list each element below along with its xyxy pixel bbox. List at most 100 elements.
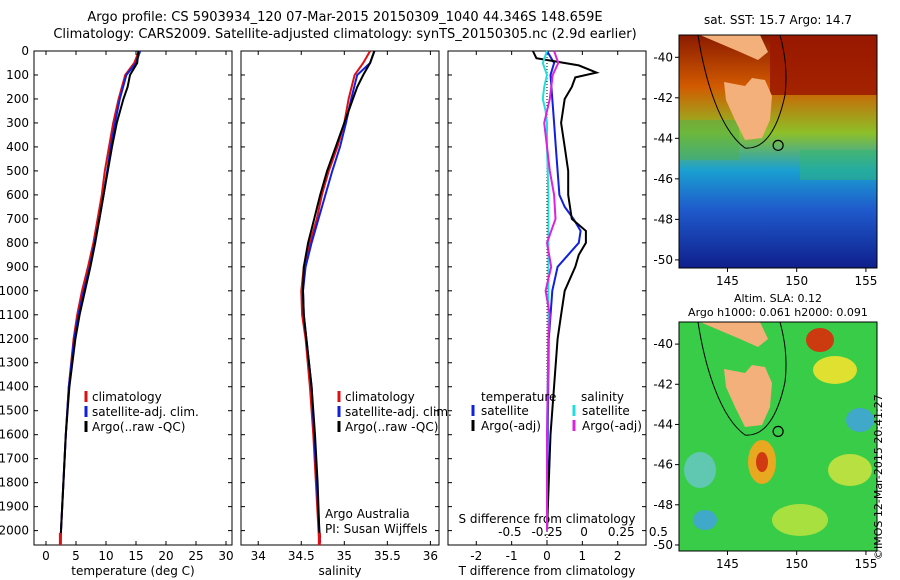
y-tick-label: 0 — [21, 44, 29, 58]
x-tick-label: 2 — [614, 549, 622, 563]
y-tick-label: 600 — [6, 188, 29, 202]
legend-header-salinity: salinity — [581, 390, 624, 404]
diff-line-t-0 — [546, 50, 582, 531]
climatology-subtitle: Climatology: CARS2009. Satellite-adjuste… — [53, 27, 637, 42]
float-position-marker — [772, 425, 784, 437]
lon-tick-label: 145 — [716, 557, 739, 571]
x-tick-label: 5 — [72, 549, 80, 563]
y-tick-label: 400 — [6, 140, 29, 154]
x-tick-label: 1 — [579, 549, 587, 563]
x-tick-label: 20 — [158, 549, 173, 563]
y-tick-label: 1400 — [0, 380, 29, 394]
x-tick-label: 35 — [337, 549, 352, 563]
lat-tick-label: -40 — [653, 337, 673, 351]
x-tick-label: 34 — [251, 549, 266, 563]
s-diff-tick-label: 0.5 — [649, 525, 668, 539]
legend-label: climatology — [345, 390, 415, 404]
mainland-shape — [700, 35, 768, 60]
sst-map: sat. SST: 15.7 Argo: 14.7 -40 -42 -44 -46 -4… — [653, 13, 878, 288]
x-tick-label: 30 — [218, 549, 233, 563]
lat-tick-label: -50 — [653, 253, 673, 267]
sla-map-subtitle: Argo h1000: 0.061 h2000: 0.091 — [688, 306, 868, 319]
series-line-argo---raw--qc- — [301, 50, 376, 538]
y-tick-label: 1200 — [0, 332, 29, 346]
x-tick-label: -2 — [470, 549, 482, 563]
x-tick-label: 0 — [42, 549, 50, 563]
legend-label: Argo(..raw -QC) — [345, 420, 438, 434]
x-tick-label: 15 — [128, 549, 143, 563]
legend-label: satellite — [481, 404, 529, 418]
lat-tick-label: -42 — [653, 377, 673, 391]
credit-institution: Argo Australia — [325, 507, 410, 521]
lat-tick-label: -40 — [653, 50, 673, 64]
difference-legend: temperature salinitysatelliteArgo(-adj)sa… — [471, 390, 642, 433]
y-tick-label: 1700 — [0, 452, 29, 466]
legend-label: Argo(..raw -QC) — [92, 420, 185, 434]
imos-timestamp: ©IMOS 12-Mar-2015 20:41:27 — [872, 394, 885, 560]
lat-tick-label: -46 — [653, 172, 673, 186]
x-tick-label: 10 — [98, 549, 113, 563]
x-tick-label: -1 — [506, 549, 518, 563]
y-tick-label: 1500 — [0, 404, 29, 418]
profile-title: Argo profile: CS 5903934_120 07-Mar-2015… — [87, 10, 603, 25]
legend-label: satellite — [582, 404, 630, 418]
y-tick-label: 1000 — [0, 284, 29, 298]
sla-map-title: Altim. SLA: 0.12 — [734, 292, 822, 305]
lat-tick-label: -44 — [653, 417, 673, 431]
x-tick-label: 25 — [188, 549, 203, 563]
x-tick-label: 34.5 — [288, 549, 315, 563]
s-diff-tick-label: -0.5 — [498, 525, 521, 539]
legend-label: satellite-adj. clim. — [345, 405, 452, 419]
y-tick-label: 200 — [6, 92, 29, 106]
x-tick-label: 0 — [543, 549, 551, 563]
s-diff-tick-label: 0.25 — [608, 525, 635, 539]
diff-line-s-3 — [543, 50, 560, 531]
plot-frame — [33, 50, 233, 546]
diff-line-t-1 — [532, 50, 600, 531]
lat-tick-label: -42 — [653, 91, 673, 105]
x-axis-label: T difference from climatology — [458, 564, 636, 578]
credit-pi: PI: Susan Wijffels — [325, 522, 427, 536]
lat-tick-label: -50 — [653, 538, 673, 552]
profile-panel-2: 34 34.5 35 35.5 36 salinity — [240, 50, 440, 578]
lon-tick-label: 155 — [854, 557, 877, 571]
s-diff-tick-label: 0 — [580, 525, 588, 539]
lat-tick-label: -48 — [653, 498, 673, 512]
legend-label: satellite-adj. clim. — [92, 405, 199, 419]
plot-frame — [240, 50, 440, 546]
x-axis-label: salinity — [318, 564, 361, 578]
y-tick-label: 1300 — [0, 356, 29, 370]
x-tick-label: 36 — [423, 549, 438, 563]
lon-tick-label: 145 — [716, 274, 739, 288]
y-tick-label: 1100 — [0, 308, 29, 322]
y-tick-label: 2000 — [0, 524, 29, 538]
sla-map: Altim. SLA: 0.12 Argo h1000: 0.061 h2000… — [653, 292, 878, 571]
profile-panel-1: 0100200300400500600700800900100011001200… — [0, 44, 234, 578]
y-tick-label: 300 — [6, 116, 29, 130]
series-line-argo---raw--qc- — [59, 50, 140, 541]
tasmania-shape — [724, 78, 772, 140]
y-tick-label: 100 — [6, 68, 29, 82]
sst-map-title: sat. SST: 15.7 Argo: 14.7 — [704, 13, 852, 27]
lon-tick-label: 155 — [854, 274, 877, 288]
profile-panel-3: -2 -1 0 1 2T difference from climatology -0.5… — [447, 50, 668, 578]
lat-tick-label: -46 — [653, 458, 673, 472]
y-tick-label: 700 — [6, 212, 29, 226]
y-tick-label: 800 — [6, 236, 29, 250]
y-tick-label: 1900 — [0, 500, 29, 514]
legend-header-temperature: temperature — [481, 390, 556, 404]
x-axis-label: temperature (deg C) — [71, 564, 194, 578]
lon-tick-label: 150 — [785, 274, 808, 288]
y-tick-label: 1800 — [0, 476, 29, 490]
lat-tick-label: -44 — [653, 131, 673, 145]
y-tick-label: 500 — [6, 164, 29, 178]
legend-label: climatology — [92, 390, 162, 404]
y-tick-label: 900 — [6, 260, 29, 274]
y-tick-label: 1600 — [0, 428, 29, 442]
legend-label: Argo(-adj) — [481, 419, 541, 433]
lon-tick-label: 150 — [785, 557, 808, 571]
x-tick-label: 35.5 — [374, 549, 401, 563]
